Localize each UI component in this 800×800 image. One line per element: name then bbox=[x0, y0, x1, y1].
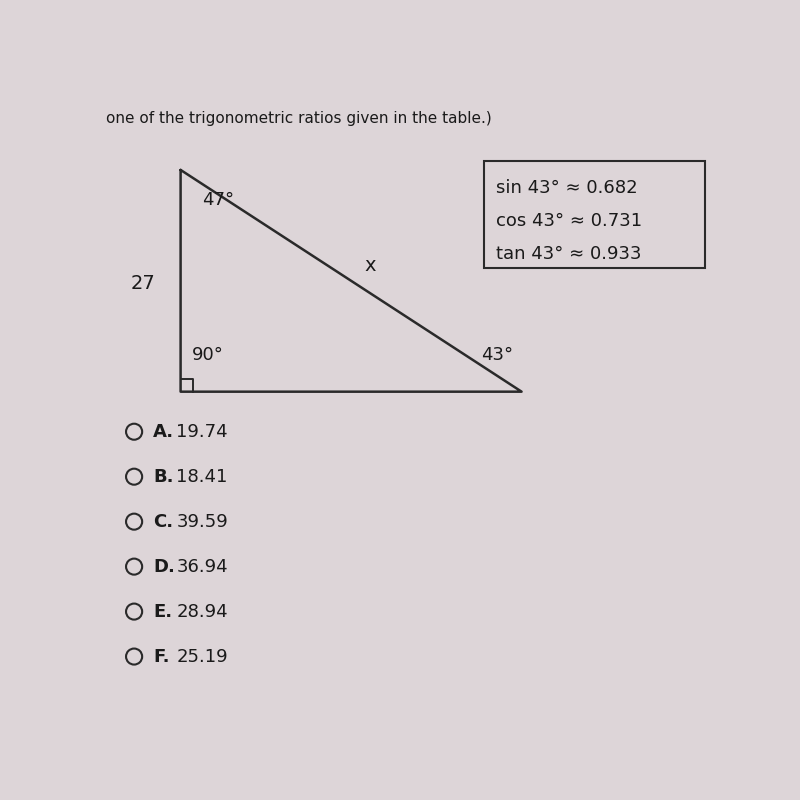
Text: 36.94: 36.94 bbox=[176, 558, 228, 576]
Text: 25.19: 25.19 bbox=[176, 647, 228, 666]
Text: E.: E. bbox=[154, 602, 173, 621]
Text: cos 43° ≈ 0.731: cos 43° ≈ 0.731 bbox=[495, 212, 642, 230]
Text: B.: B. bbox=[154, 468, 174, 486]
Text: 90°: 90° bbox=[192, 346, 224, 364]
Text: 18.41: 18.41 bbox=[176, 468, 228, 486]
Text: D.: D. bbox=[154, 558, 175, 576]
Text: one of the trigonometric ratios given in the table.): one of the trigonometric ratios given in… bbox=[106, 111, 492, 126]
Text: 28.94: 28.94 bbox=[176, 602, 228, 621]
Text: A.: A. bbox=[154, 422, 174, 441]
Text: tan 43° ≈ 0.933: tan 43° ≈ 0.933 bbox=[495, 245, 641, 262]
Text: 43°: 43° bbox=[482, 346, 514, 364]
Bar bbox=[485, 161, 705, 269]
Text: 19.74: 19.74 bbox=[176, 422, 228, 441]
Text: 39.59: 39.59 bbox=[176, 513, 228, 530]
Text: F.: F. bbox=[154, 647, 170, 666]
Text: 47°: 47° bbox=[202, 191, 234, 210]
Text: sin 43° ≈ 0.682: sin 43° ≈ 0.682 bbox=[495, 179, 637, 197]
Text: C.: C. bbox=[154, 513, 174, 530]
Text: 27: 27 bbox=[131, 274, 156, 294]
Text: x: x bbox=[364, 256, 375, 275]
